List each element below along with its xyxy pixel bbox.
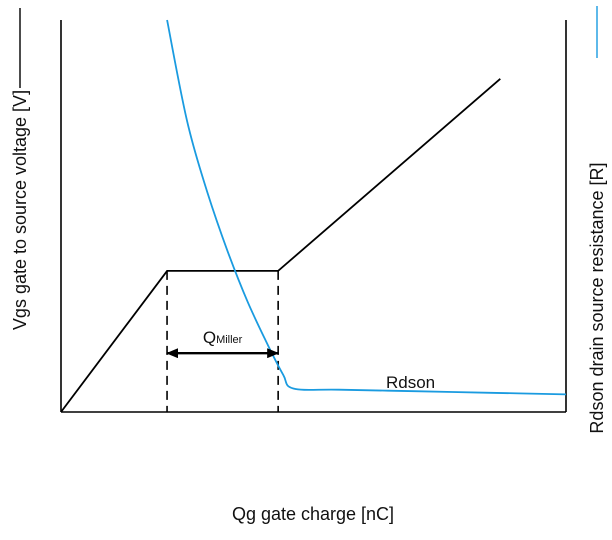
vgs-series-line: [60, 78, 501, 413]
y-axis-label-right: Rdson drain source resistance [R]: [587, 162, 607, 433]
y-axis-label-left: Vgs gate to source voltage [V]: [10, 90, 30, 330]
miller-label-main: Q: [203, 328, 216, 347]
x-axis-label: Qg gate charge [nC]: [232, 504, 394, 524]
miller-label-sub: Miller: [216, 334, 243, 346]
miller-label: QMiller: [203, 328, 243, 347]
rdson-series-line: [166, 19, 567, 396]
rdson-label: Rdson: [386, 373, 435, 392]
dashed-markers: [166, 270, 279, 412]
